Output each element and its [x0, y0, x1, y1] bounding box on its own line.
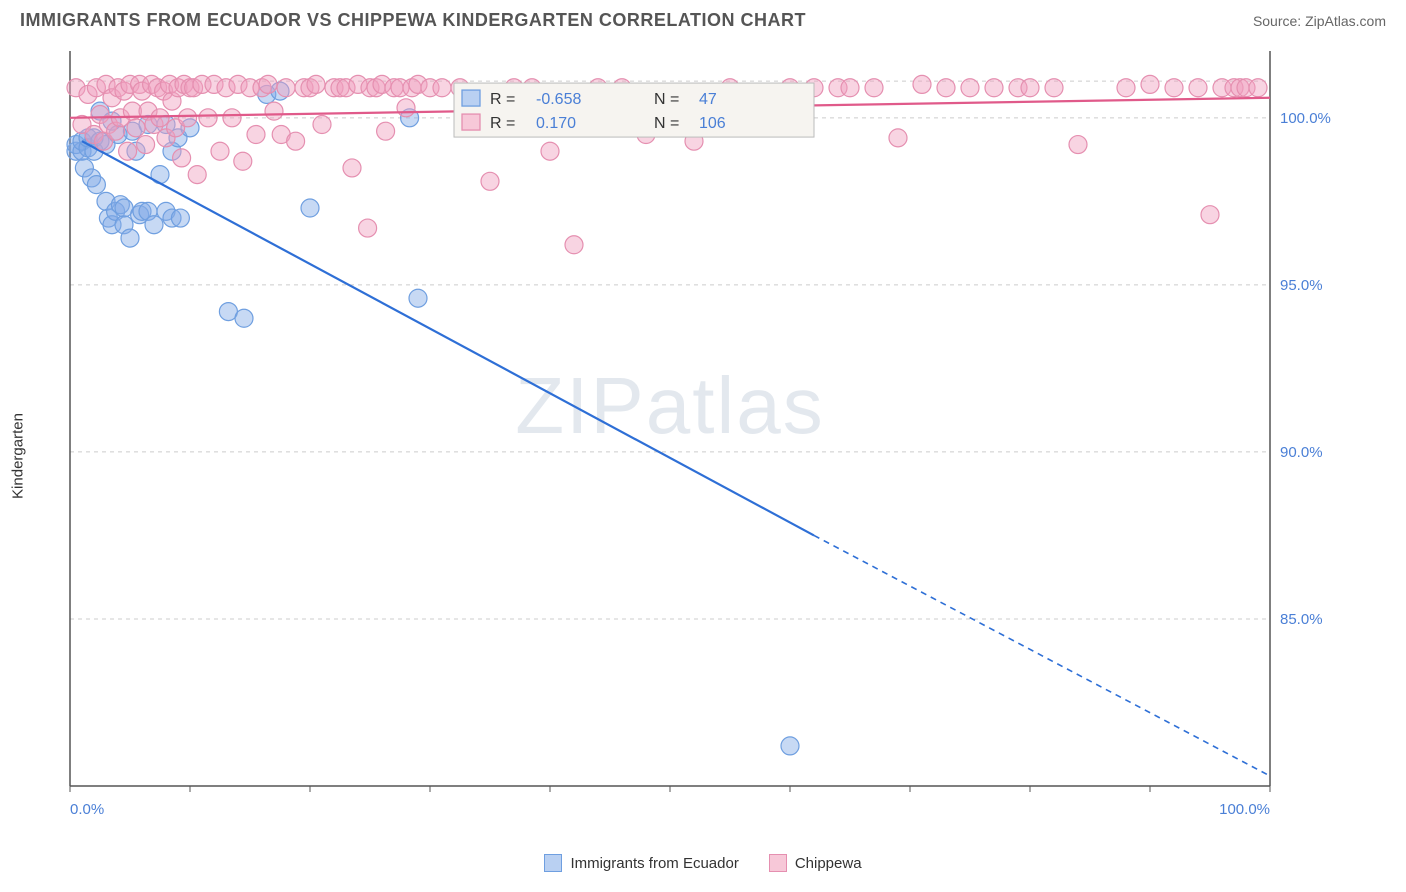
x-tick-right: 100.0%	[1219, 801, 1270, 818]
trend-line	[82, 141, 814, 535]
scatter-point	[865, 79, 883, 97]
scatter-point	[889, 129, 907, 147]
scatter-point	[565, 236, 583, 254]
scatter-point	[313, 116, 331, 134]
scatter-point	[247, 126, 265, 144]
scatter-point	[127, 119, 145, 137]
scatter-point	[937, 79, 955, 97]
stats-n-label: N =	[654, 115, 679, 132]
scatter-point	[199, 109, 217, 127]
chart-area: Kindergarten 85.0% 90.0% 95.0% 100.0% 0.0% 10…	[0, 36, 1406, 876]
scatter-point	[1021, 79, 1039, 97]
scatter-point	[1201, 206, 1219, 224]
stats-r-label: R =	[490, 91, 515, 108]
stats-n-value: 47	[699, 91, 717, 108]
y-axis-label: Kindergarten	[10, 413, 27, 499]
scatter-point	[234, 152, 252, 170]
scatter-point	[277, 79, 295, 97]
scatter-point	[179, 109, 197, 127]
scatter-point	[188, 166, 206, 184]
scatter-point	[265, 102, 283, 120]
scatter-point	[985, 79, 1003, 97]
scatter-point	[913, 75, 931, 93]
scatter-point	[377, 122, 395, 140]
scatter-point	[211, 142, 229, 160]
scatter-point	[1165, 79, 1183, 97]
scatter-point	[301, 199, 319, 217]
scatter-point	[1249, 79, 1267, 97]
scatter-point	[433, 79, 451, 97]
scatter-point	[1069, 136, 1087, 154]
legend-label-chippewa: Chippewa	[795, 855, 862, 872]
y-tick-label: 85.0%	[1280, 611, 1323, 628]
scatter-point	[343, 159, 361, 177]
scatter-point	[171, 209, 189, 227]
scatter-point	[307, 75, 325, 93]
stats-swatch	[462, 114, 480, 130]
stats-r-value: -0.658	[536, 91, 581, 108]
trend-line-dashed	[814, 535, 1270, 776]
legend-label-ecuador: Immigrants from Ecuador	[570, 855, 738, 872]
bottom-legend: Immigrants from Ecuador Chippewa	[0, 854, 1406, 872]
legend-swatch-chippewa	[769, 854, 787, 872]
stats-legend: R = -0.658 N = 47 R = 0.170 N = 106	[454, 83, 814, 137]
stats-swatch	[462, 90, 480, 106]
y-tick-label: 100.0%	[1280, 110, 1331, 127]
scatter-plot: 85.0% 90.0% 95.0% 100.0% 0.0% 100.0% ZIPatlas R…	[60, 46, 1340, 826]
x-tick-left: 0.0%	[70, 801, 104, 818]
stats-r-value: 0.170	[536, 115, 576, 132]
scatter-point	[359, 219, 377, 237]
scatter-point	[151, 109, 169, 127]
legend-item-chippewa: Chippewa	[769, 854, 862, 872]
scatter-point	[173, 149, 191, 167]
scatter-point	[397, 99, 415, 117]
legend-swatch-ecuador	[544, 854, 562, 872]
chart-source: Source: ZipAtlas.com	[1253, 13, 1386, 29]
scatter-point	[287, 132, 305, 150]
chart-header: IMMIGRANTS FROM ECUADOR VS CHIPPEWA KIND…	[0, 0, 1406, 36]
scatter-point	[87, 176, 105, 194]
stats-n-value: 106	[699, 115, 726, 132]
scatter-point	[223, 109, 241, 127]
scatter-point	[1045, 79, 1063, 97]
scatter-point	[259, 75, 277, 93]
scatter-point	[961, 79, 979, 97]
scatter-point	[1117, 79, 1135, 97]
scatter-point	[841, 79, 859, 97]
scatter-point	[1189, 79, 1207, 97]
legend-item-ecuador: Immigrants from Ecuador	[544, 854, 738, 872]
scatter-point	[235, 309, 253, 327]
y-tick-label: 90.0%	[1280, 444, 1323, 461]
scatter-point	[137, 136, 155, 154]
chart-title: IMMIGRANTS FROM ECUADOR VS CHIPPEWA KIND…	[20, 10, 806, 31]
scatter-point	[121, 229, 139, 247]
scatter-point	[1141, 75, 1159, 93]
y-tick-label: 95.0%	[1280, 277, 1323, 294]
scatter-point	[541, 142, 559, 160]
scatter-point	[409, 289, 427, 307]
scatter-point	[781, 737, 799, 755]
scatter-point	[119, 142, 137, 160]
stats-n-label: N =	[654, 91, 679, 108]
scatter-point	[481, 172, 499, 190]
watermark: ZIPatlas	[515, 361, 824, 450]
stats-r-label: R =	[490, 115, 515, 132]
